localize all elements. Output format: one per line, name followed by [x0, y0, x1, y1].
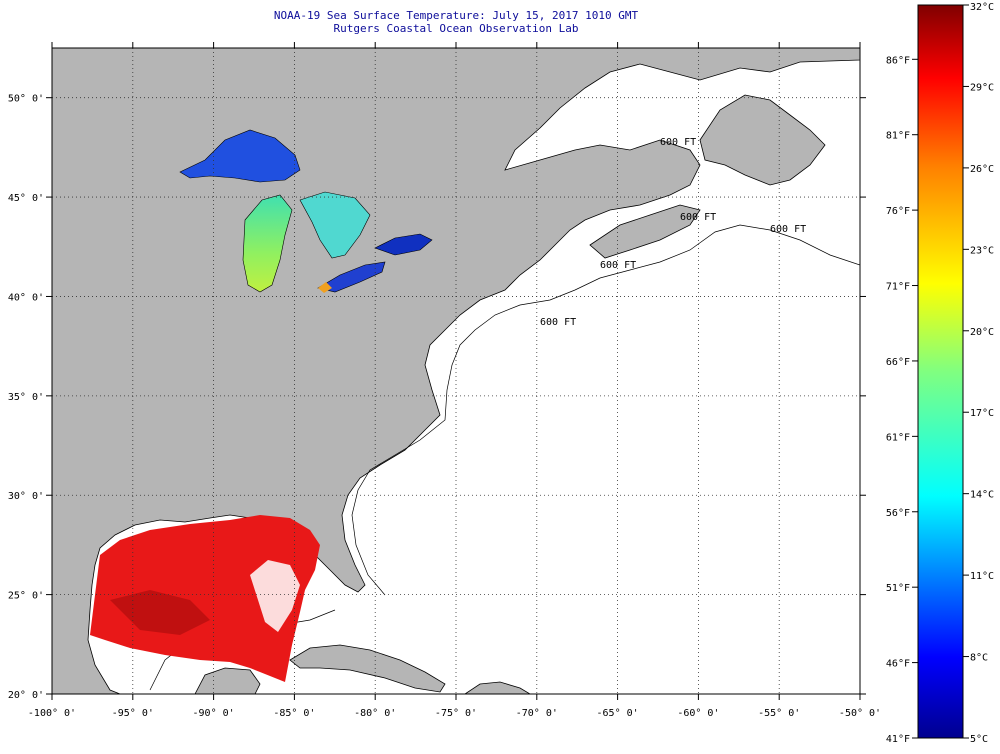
isobath-label: 600 FT — [540, 317, 576, 328]
colorbar-celsius-label: 20°C — [970, 327, 994, 338]
lat-tick-label: 35° 0' — [8, 392, 44, 403]
colorbar-fahrenheit-label: 76°F — [886, 206, 910, 217]
land-hispaniola — [464, 681, 531, 694]
lat-tick-label: 30° 0' — [8, 491, 44, 502]
lon-tick-label: -50° 0' — [839, 708, 881, 719]
colorbar-celsius-label: 32°C — [970, 2, 994, 13]
land-yucatan — [194, 667, 261, 694]
isobath-contour — [351, 224, 860, 596]
colorbar-celsius-label: 8°C — [970, 653, 988, 664]
lake-huron — [299, 191, 371, 259]
isobath-label: 600 FT — [680, 212, 716, 223]
colorbar-labels: 32°C 29°C 26°C 23°C 20°C 17°C 14°C 11°C 8°C 5°C 86… — [886, 2, 994, 745]
lon-tick-label: -65° 0' — [597, 708, 639, 719]
lon-tick-label: -100° 0' — [28, 708, 76, 719]
lat-tick-label: 50° 0' — [8, 94, 44, 105]
lon-tick-label: -85° 0' — [273, 708, 315, 719]
lat-tick-label: 45° 0' — [8, 193, 44, 204]
colorbar-fahrenheit-label: 51°F — [886, 583, 910, 594]
isobath-label: 600 FT — [600, 260, 636, 271]
lon-tick-label: -90° 0' — [193, 708, 235, 719]
graticule — [52, 48, 860, 694]
land-newfoundland — [699, 94, 826, 186]
colorbar-fahrenheit-label: 81°F — [886, 131, 910, 142]
colorbar-fahrenheit-label: 71°F — [886, 282, 910, 293]
lon-tick-label: -60° 0' — [677, 708, 719, 719]
colorbar — [917, 4, 964, 739]
lake-erie-warm-spot — [318, 282, 332, 293]
gulf-sst-clouds — [250, 560, 300, 632]
lat-tick-label: 40° 0' — [8, 292, 44, 303]
colorbar-fahrenheit-label: 61°F — [886, 432, 910, 443]
lon-tick-label: -55° 0' — [758, 708, 800, 719]
colorbar-fahrenheit-label: 66°F — [886, 357, 910, 368]
colorbar-celsius-label: 11°C — [970, 571, 994, 582]
lon-tick-label: -70° 0' — [516, 708, 558, 719]
gulf-sst-swath — [90, 515, 320, 682]
map-axes: -100° 0' -95° 0' -90° 0' -85° 0' -80° 0' -75°… — [8, 42, 881, 719]
lake-michigan — [242, 194, 293, 293]
isobath-label: 600 FT — [660, 137, 696, 148]
lat-tick-label: 25° 0' — [8, 591, 44, 602]
gulf-sst-patch — [110, 590, 210, 635]
map-subtitle: Rutgers Coastal Ocean Observation Lab — [333, 22, 579, 35]
colorbar-celsius-label: 14°C — [970, 490, 994, 501]
map-title: NOAA-19 Sea Surface Temperature: July 15… — [273, 9, 639, 22]
colorbar-celsius-label: 23°C — [970, 245, 994, 256]
lat-tick-label: 20° 0' — [8, 690, 44, 701]
colorbar-celsius-label: 26°C — [970, 164, 994, 175]
lake-superior — [179, 129, 301, 183]
colorbar-celsius-label: 29°C — [970, 82, 994, 93]
lake-erie — [317, 261, 386, 293]
lake-ontario — [374, 233, 433, 256]
lon-tick-label: -80° 0' — [354, 708, 396, 719]
colorbar-fahrenheit-label: 56°F — [886, 508, 910, 519]
lon-tick-label: -95° 0' — [112, 708, 154, 719]
colorbar-fahrenheit-label: 46°F — [886, 659, 910, 670]
colorbar-celsius-label: 17°C — [970, 408, 994, 419]
colorbar-fahrenheit-label: 41°F — [886, 734, 910, 745]
lon-tick-label: -75° 0' — [435, 708, 477, 719]
colorbar-celsius-label: 5°C — [970, 734, 988, 745]
isobath-label: 600 FT — [770, 224, 806, 235]
land-cuba — [289, 644, 446, 693]
colorbar-fahrenheit-label: 86°F — [886, 55, 910, 66]
